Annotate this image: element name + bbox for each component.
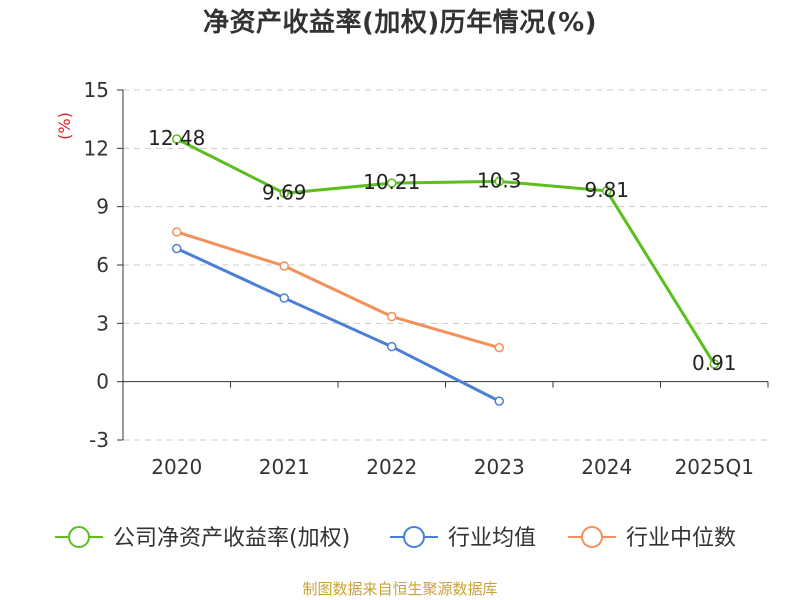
legend-swatch-marker — [403, 526, 425, 548]
x-tick-label: 2023 — [474, 455, 525, 479]
series-line-1 — [176, 247, 500, 403]
x-tick-label: 2020 — [151, 455, 202, 479]
y-tick-label: 12 — [84, 136, 109, 160]
data-point — [172, 227, 182, 237]
data-point — [494, 342, 504, 353]
data-point — [387, 178, 397, 188]
data-point — [709, 359, 719, 369]
legend-label: 公司净资产收益率(加权) — [113, 526, 350, 551]
legend-label: 行业中位数 — [626, 526, 736, 551]
data-point — [387, 341, 397, 352]
data-point — [172, 134, 182, 144]
x-tick-label: 2025Q1 — [675, 455, 754, 479]
data-label: 9.69 — [262, 180, 307, 204]
data-point — [494, 176, 504, 187]
data-point — [387, 311, 397, 322]
x-tick-label: 2022 — [366, 455, 417, 479]
data-point — [494, 396, 504, 406]
data-label: 10.3 — [477, 168, 522, 192]
data-point — [602, 186, 612, 196]
legend-swatch-marker — [581, 526, 603, 548]
series-line-2 — [176, 230, 500, 350]
data-label: 10.21 — [363, 170, 420, 194]
data-point — [279, 293, 289, 303]
y-tick-label: 9 — [96, 195, 109, 219]
y-tick-label: 6 — [96, 253, 109, 277]
data-label: 9.81 — [584, 178, 629, 202]
source-note: 制图数据来自恒生聚源数据库 — [302, 580, 498, 598]
y-tick-label: 0 — [96, 370, 109, 394]
y-tick-label: 3 — [96, 311, 109, 335]
data-label: 0.91 — [692, 351, 737, 375]
y-tick-label: -3 — [89, 428, 109, 452]
x-tick-label: 2021 — [259, 455, 310, 479]
legend-label: 行业均值 — [448, 526, 536, 551]
data-point — [172, 243, 182, 254]
x-tick-label: 2024 — [581, 455, 632, 479]
legend-swatch-marker — [68, 526, 90, 548]
data-label: 12.48 — [148, 126, 205, 150]
data-point — [279, 261, 289, 271]
y-tick-label: 15 — [84, 78, 109, 102]
chart-title: 净资产收益率(加权)历年情况(%) — [202, 8, 598, 38]
y-axis-unit-label: (%) — [55, 112, 74, 140]
data-point — [279, 188, 289, 198]
series-line-0 — [176, 137, 716, 365]
